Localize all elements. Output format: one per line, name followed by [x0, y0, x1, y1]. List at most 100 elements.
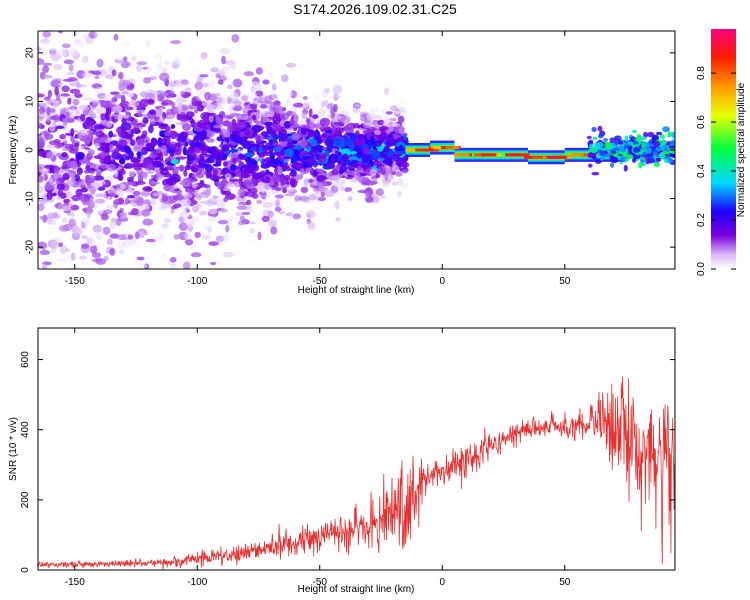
spectrogram-cell: [344, 139, 355, 147]
spectrogram-cell: [366, 131, 372, 140]
spectrogram-cell: [282, 156, 292, 160]
spectrogram-cell: [85, 165, 91, 171]
spectrogram-cell: [61, 85, 70, 93]
spectrogram-cell: [226, 217, 233, 225]
spectrogram-cell: [136, 107, 147, 111]
spectrogram-cell: [156, 191, 164, 196]
spectrogram-cell: [136, 61, 147, 66]
spectrogram-cell: [108, 192, 117, 197]
spectrogram-cell: [307, 222, 316, 230]
spectrogram-cell: [222, 120, 232, 127]
spectrogram-cell: [402, 163, 407, 170]
spectrogram-cell: [153, 53, 163, 60]
narrowband-core: [515, 153, 530, 157]
spectrogram-cell: [207, 146, 217, 155]
spectrogram-cell: [79, 145, 85, 150]
spectrogram-cell: [184, 165, 192, 171]
spectrogram-cell: [214, 176, 223, 180]
spectrogram-cell: [340, 185, 346, 192]
spectrogram-cell: [175, 121, 181, 126]
spectrogram-cell: [349, 133, 357, 142]
spectrogram-x-tick-label: -100: [187, 276, 207, 287]
spectrogram-cell: [348, 156, 359, 162]
spectrogram-cell: [190, 160, 199, 165]
spectrogram-cell: [294, 174, 304, 180]
spectrogram-cell: [220, 208, 229, 213]
narrowband-noise: [647, 131, 655, 138]
spectrogram-cell: [356, 151, 363, 159]
spectrogram-cell: [261, 187, 266, 194]
spectrogram-cell: [46, 106, 51, 116]
spectrogram-cell: [38, 148, 46, 157]
narrowband-noise: [604, 142, 612, 149]
spectrogram-cell: [259, 104, 268, 109]
spectrogram-cell: [75, 152, 85, 160]
spectrogram-cell: [183, 258, 192, 263]
narrowband-core: [509, 153, 517, 157]
spectrogram-x-tick-label: 50: [559, 276, 571, 287]
spectrogram-cell: [76, 40, 84, 49]
spectrogram-cell: [332, 137, 342, 146]
spectrogram-cell: [214, 149, 225, 156]
spectrogram-cell: [119, 157, 126, 165]
spectrogram-cell: [377, 119, 385, 126]
spectrogram-cell: [83, 119, 95, 127]
spectrogram-cell: [352, 116, 362, 120]
spectrogram-cell: [189, 244, 197, 250]
narrowband-noise: [653, 162, 660, 168]
spectrogram-cell: [166, 118, 173, 123]
narrowband-core: [569, 153, 584, 157]
spectrogram-cell: [395, 171, 403, 177]
spectrogram-cell: [269, 152, 275, 161]
spectrogram-cell: [215, 235, 225, 243]
spectrogram-cell: [80, 187, 88, 193]
spectrogram-cell: [55, 152, 62, 157]
spectrogram-cell: [165, 125, 171, 132]
snr-frame: [37, 327, 676, 571]
spectrogram-cell: [357, 175, 366, 184]
spectrogram-cell: [226, 84, 233, 89]
spectrogram-cell: [169, 256, 177, 263]
spectrogram-cell: [222, 234, 229, 242]
spectrogram-cell: [295, 200, 305, 206]
spectrogram-cell: [127, 234, 134, 240]
spectrogram-cell: [93, 175, 105, 181]
spectrogram-cell: [331, 174, 341, 182]
narrowband-noise: [590, 147, 598, 154]
spectrogram-cell: [110, 91, 120, 95]
spectrogram-cell: [72, 98, 80, 106]
narrowband-noise: [640, 159, 645, 163]
spectrogram-cell: [251, 172, 262, 180]
spectrogram-cell: [141, 209, 151, 217]
spectrogram-cell: [100, 100, 110, 108]
spectrogram-cell: [205, 138, 215, 143]
spectrogram-cell: [157, 152, 164, 162]
narrowband-noise: [591, 171, 600, 176]
spectrogram-cell: [188, 67, 200, 77]
spectrogram-cell: [162, 99, 173, 106]
spectrogram-cell: [130, 158, 141, 164]
spectrogram-cell: [64, 143, 75, 150]
spectrogram-cell: [94, 198, 106, 204]
spectrogram-cell: [307, 178, 314, 183]
spectrogram-cell: [152, 242, 158, 250]
spectrogram-cell: [199, 53, 207, 62]
spectrogram-cell: [257, 231, 262, 241]
spectrogram-cell: [53, 166, 60, 174]
narrowband-noise: [610, 162, 615, 168]
snr-y-tick-label: 400: [20, 421, 31, 438]
spectrogram-cell: [267, 201, 278, 206]
spectrogram-cell: [38, 113, 45, 117]
spectrogram-cell: [105, 105, 112, 115]
spectrogram-cell: [136, 197, 144, 207]
spectrogram-cell: [182, 98, 188, 103]
spectrogram-cell: [167, 81, 177, 88]
spectrogram-cell: [80, 221, 86, 229]
spectrogram-cell: [288, 118, 295, 126]
spectrogram-cell: [105, 146, 110, 153]
spectrogram-cell: [233, 136, 243, 144]
spectrogram-cell: [52, 192, 57, 197]
spectrogram-cell: [141, 147, 149, 155]
spectrogram-cell: [192, 205, 199, 213]
narrowband-noise: [613, 140, 620, 144]
